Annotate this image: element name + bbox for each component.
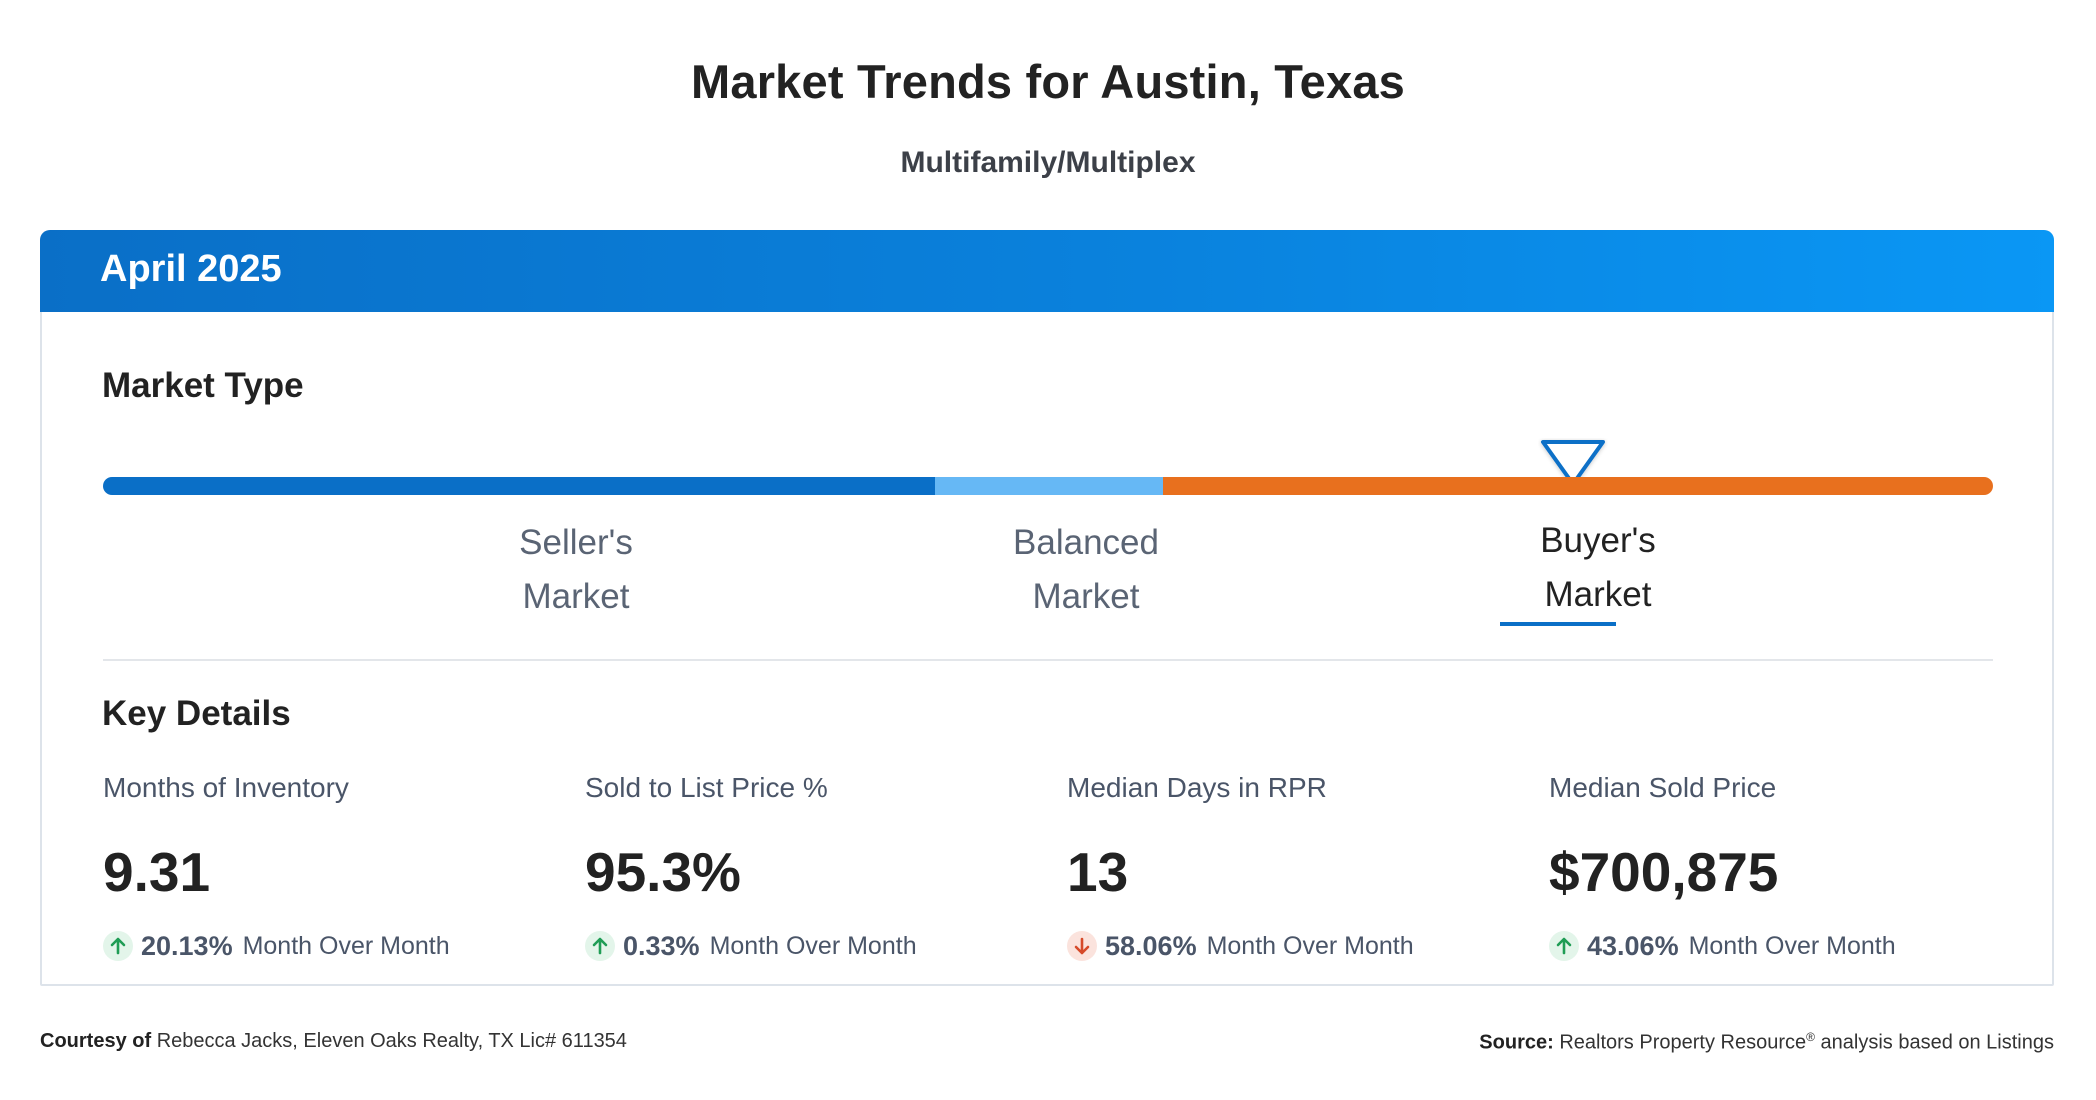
change-period: Month Over Month: [709, 931, 917, 960]
metric-value: $700,875: [1549, 841, 1779, 903]
metric-sold-to-list-price: Sold to List Price % 95.3% 0.33% Month O…: [585, 772, 1055, 966]
metric-value: 9.31: [103, 841, 211, 903]
source-footer: Source: Realtors Property Resource® anal…: [1479, 1030, 2054, 1055]
change-period: Month Over Month: [1206, 931, 1414, 960]
metric-median-days-in-rpr: Median Days in RPR 13 58.06% Month Over …: [1067, 772, 1537, 966]
arrow-up-icon: [585, 931, 615, 961]
registered-mark: ®: [1806, 1030, 1815, 1044]
buyers-market-line2: Market: [1544, 575, 1652, 614]
buyers-market-label: Buyer's Market: [1438, 514, 1758, 622]
source-name: Realtors Property Resource: [1559, 1031, 1807, 1054]
arrow-up-icon: [103, 931, 133, 961]
section-divider: [103, 659, 1993, 661]
period-title: April 2025: [100, 248, 282, 290]
metric-change: 58.06% Month Over Month: [1067, 926, 1537, 966]
triangle-down-icon: [1541, 440, 1605, 486]
key-details-title: Key Details: [102, 694, 291, 733]
courtesy-text: Rebecca Jacks, Eleven Oaks Realty, TX Li…: [156, 1030, 627, 1052]
sellers-market-label: Seller's Market: [416, 516, 736, 624]
balanced-market-label: Balanced Market: [926, 516, 1246, 624]
sellers-market-line2: Market: [522, 577, 630, 616]
change-percent: 58.06%: [1105, 930, 1197, 961]
courtesy-label: Courtesy of: [40, 1030, 152, 1052]
bar-segment-seller: [103, 477, 935, 495]
balanced-market-line2: Market: [1032, 577, 1140, 616]
change-period: Month Over Month: [1688, 931, 1896, 960]
courtesy-footer: Courtesy of Rebecca Jacks, Eleven Oaks R…: [40, 1030, 627, 1053]
metric-median-sold-price: Median Sold Price $700,875 43.06% Month …: [1549, 772, 2019, 966]
card-header: April 2025: [40, 230, 2054, 312]
balanced-market-line1: Balanced: [1013, 523, 1159, 562]
metric-label: Median Sold Price: [1549, 772, 1777, 803]
metric-change: 20.13% Month Over Month: [103, 926, 573, 966]
page-title: Market Trends for Austin, Texas: [691, 55, 1405, 108]
change-period: Month Over Month: [242, 931, 450, 960]
bar-segment-balanced: [935, 477, 1163, 495]
source-text: analysis based on Listings: [1820, 1031, 2054, 1054]
arrow-up-icon: [1549, 931, 1579, 961]
source-label: Source:: [1479, 1031, 1554, 1054]
metric-label: Months of Inventory: [103, 772, 349, 803]
metric-value: 13: [1067, 841, 1129, 903]
buyers-market-line1: Buyer's: [1540, 521, 1656, 560]
metric-value: 95.3%: [585, 841, 741, 903]
metric-label: Median Days in RPR: [1067, 772, 1327, 803]
active-market-underline: [1500, 622, 1616, 626]
market-trends-card: April 2025 Market Type Seller's Market B…: [40, 230, 2054, 986]
sellers-market-line1: Seller's: [519, 523, 633, 562]
change-percent: 20.13%: [141, 930, 233, 961]
metric-months-of-inventory: Months of Inventory 9.31 20.13% Month Ov…: [103, 772, 573, 966]
market-type-bar: [103, 477, 1993, 495]
metric-label: Sold to List Price %: [585, 772, 828, 803]
arrow-down-icon: [1067, 931, 1097, 961]
market-type-title: Market Type: [102, 366, 304, 405]
change-percent: 43.06%: [1587, 930, 1679, 961]
change-percent: 0.33%: [623, 930, 700, 961]
metric-change: 0.33% Month Over Month: [585, 926, 1055, 966]
bar-segment-buyer: [1163, 477, 1993, 495]
page-subtitle: Multifamily/Multiplex: [900, 146, 1196, 179]
metric-change: 43.06% Month Over Month: [1549, 926, 2019, 966]
